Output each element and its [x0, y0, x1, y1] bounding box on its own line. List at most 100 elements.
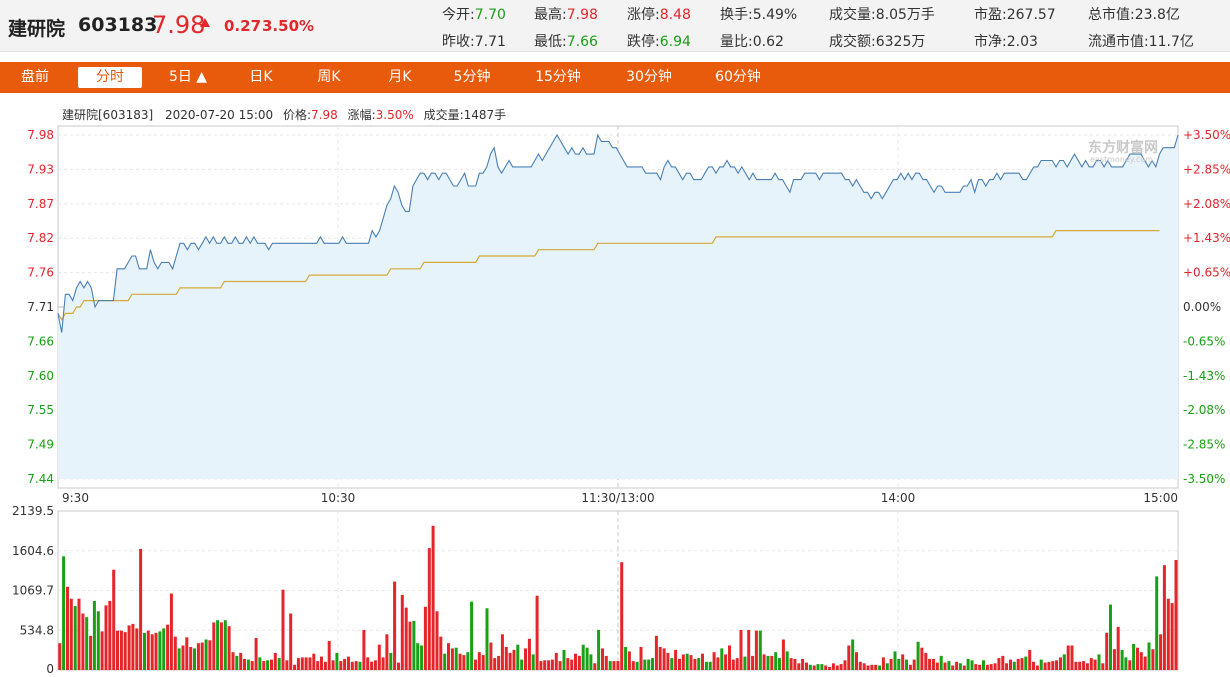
price-tick-label: 7.60	[27, 369, 54, 383]
tab-9[interactable]: 30分钟	[626, 69, 672, 85]
tab-7[interactable]: 5分钟	[453, 69, 491, 85]
quote-label: 总市值:	[1088, 7, 1135, 23]
volume-bar	[601, 648, 604, 670]
time-tick-label: 11:30/13:00	[581, 491, 654, 505]
volume-bar	[1032, 661, 1035, 670]
volume-bar	[320, 656, 323, 670]
volume-bar	[135, 628, 139, 670]
volume-bar	[928, 658, 932, 670]
volume-bar	[585, 647, 589, 670]
volume-bar	[620, 562, 624, 670]
price-tick-label: 7.82	[27, 231, 54, 245]
volume-bar	[958, 663, 962, 670]
volume-bar	[308, 657, 312, 670]
volume-bar	[597, 629, 601, 670]
volume-bar	[681, 654, 685, 670]
volume-bar	[462, 655, 466, 670]
volume-bar	[474, 659, 477, 670]
quote-label: 市盈:	[974, 7, 1007, 23]
volume-bar	[520, 659, 524, 670]
volume-bar	[885, 663, 889, 670]
volume-bar	[504, 647, 508, 670]
volume-bar	[273, 652, 277, 670]
volume-bar	[951, 665, 955, 670]
volume-bar	[997, 658, 1001, 670]
quote-item: 市盈:267.57	[974, 4, 1056, 24]
volume-bar	[254, 638, 258, 670]
volume-bar	[169, 593, 173, 670]
volume-bar	[662, 648, 666, 670]
volume-bar	[970, 660, 974, 670]
volume-bar	[485, 608, 489, 670]
volume-bar	[643, 659, 647, 670]
volume-bar	[604, 655, 608, 670]
volume-bar	[69, 598, 73, 670]
tab-3[interactable]: 5日 ▲	[168, 69, 208, 85]
volume-bar	[708, 661, 712, 670]
watermark-logo: 东方财富网	[1088, 139, 1158, 156]
volume-bar	[651, 658, 654, 670]
quote-item: 跌停:6.94	[627, 31, 691, 51]
volume-bar	[243, 658, 246, 670]
volume-bar	[377, 644, 381, 670]
tab-1[interactable]: 盘前	[21, 69, 49, 85]
avg-price-line	[57, 230, 1160, 321]
volume-bar	[104, 605, 108, 670]
volume-bar	[1170, 603, 1174, 670]
volume-tick-label: 1069.7	[12, 584, 54, 598]
volume-bar	[216, 620, 220, 670]
volume-bar	[1159, 634, 1163, 670]
volume-bar	[1070, 645, 1074, 670]
tab-4[interactable]: 日K	[249, 69, 273, 85]
volume-bar	[762, 654, 766, 670]
last-price: 7.98	[152, 11, 206, 39]
volume-bar	[481, 655, 485, 670]
tab-6[interactable]: 月K	[388, 69, 412, 85]
tab-10[interactable]: 60分钟	[715, 69, 761, 85]
pct-tick-label: -3.50%	[1183, 472, 1225, 486]
volume-bar	[493, 658, 497, 670]
volume-bar	[743, 656, 747, 670]
watermark-url: eastmoney.com	[1090, 155, 1153, 164]
volume-bar	[112, 569, 116, 670]
quote-label: 流通市值:	[1088, 34, 1149, 50]
quote-label: 成交量:	[829, 7, 876, 23]
volume-bar	[470, 601, 474, 670]
time-tick-label: 9:30	[62, 491, 89, 505]
volume-bar	[246, 659, 250, 670]
volume-tick-label: 1604.6	[12, 544, 54, 558]
volume-bar	[577, 655, 581, 670]
tab-2[interactable]: 分时	[78, 67, 142, 88]
volume-tick-label: 0	[46, 662, 54, 676]
volume-bar	[766, 655, 770, 670]
quote-item: 流通市值:11.7亿	[1088, 31, 1194, 51]
volume-bar	[728, 645, 731, 670]
price-tick-label: 7.93	[27, 162, 54, 176]
volume-bar	[131, 623, 135, 670]
tab-8[interactable]: 15分钟	[535, 69, 581, 85]
tab-5[interactable]: 周K	[317, 69, 341, 85]
quote-header: 建研院 603183 7.98 0.27 3.50% 今开:7.70 最高:7.9…	[0, 0, 1230, 52]
volume-bar	[119, 630, 123, 670]
volume-bar	[1132, 644, 1136, 670]
volume-bar	[200, 642, 204, 670]
volume-bar	[1009, 659, 1012, 670]
volume-bar	[962, 665, 966, 670]
volume-bar	[512, 649, 516, 670]
volume-bar	[739, 629, 743, 670]
volume-bar	[66, 586, 69, 670]
volume-bar	[712, 652, 716, 670]
volume-bar	[897, 658, 901, 670]
volume-bar	[631, 661, 635, 670]
info-price-label: 价格:	[282, 108, 312, 122]
volume-bar	[258, 657, 262, 670]
volume-bar	[701, 653, 704, 670]
volume-bar	[685, 653, 689, 670]
volume-bar	[1151, 649, 1155, 670]
quote-label: 市净:	[974, 34, 1007, 50]
volume-bar	[231, 652, 235, 670]
stock-name: 建研院	[8, 18, 66, 40]
volume-bar	[1085, 663, 1089, 670]
volume-bar	[566, 658, 570, 670]
